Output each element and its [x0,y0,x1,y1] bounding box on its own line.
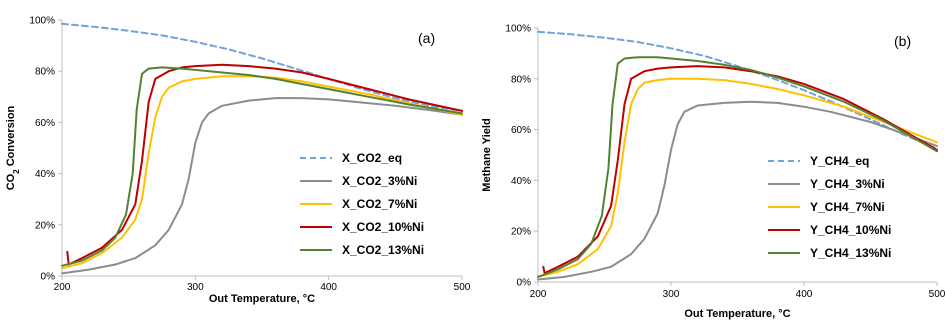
x-tick-label: 300 [187,282,204,293]
x-tick-label: 400 [796,289,813,300]
y-tick-label: 0% [517,278,532,289]
series-line-2 [537,77,938,278]
series-line-4 [537,56,938,278]
x-tick-label: 200 [54,282,71,293]
y-tick-label: 60% [35,118,55,129]
x-tick-label: 300 [663,289,680,300]
y-axis-title: Methane Yield [481,118,493,191]
legend-label-0: Y_CH4_eq [810,154,869,168]
panel-label: (a) [418,30,435,46]
series-line-2 [61,75,463,270]
series-line-3 [542,65,938,275]
series-line-0 [537,30,938,150]
y-axis-title-rest: Conversion [5,105,17,169]
legend-label-4: Y_CH4_13%Ni [810,246,891,260]
x-tick-label: 500 [454,282,471,293]
y-tick-label: 60% [511,125,531,136]
y-tick-label: 20% [511,227,531,238]
series-line-1 [537,100,938,281]
y-tick-label: 100% [505,24,531,35]
legend-label-3: Y_CH4_10%Ni [810,223,891,237]
legend-label-1: X_CO2_3%Ni [342,174,417,188]
y-tick-label: 40% [35,169,55,180]
chart-panel-b: 0% 20% 40% 60% 80% 100% 200 300 400 500 Out Temper… [481,24,945,321]
x-axis-title: Out Temperature, °C [209,293,315,305]
legend-label-1: Y_CH4_3%Ni [810,177,885,191]
y-tick-label: 100% [29,16,55,27]
panel-label: (b) [894,33,911,49]
x-axis-title: Out Temperature, °C [684,308,790,320]
legend-label-0: X_CO2_eq [342,151,402,165]
y-tick-label: 40% [511,176,531,187]
x-tick-label: 500 [929,289,945,300]
y-axis-title-main: Methane Yield [481,118,493,191]
y-axis-title-subscript: 2 [12,169,21,174]
x-tick-label: 200 [530,289,547,300]
y-tick-label: 80% [511,74,531,85]
y-axis-title-main: CO [5,173,17,190]
chart-panel-a: 0% 20% 40% 60% 80% 100% 200 300 400 500 Out Temper… [5,16,471,306]
legend-label-2: X_CO2_7%Ni [342,197,417,211]
y-tick-label: 80% [35,67,55,78]
series-line-1 [61,97,463,275]
y-tick-label: 0% [41,272,56,283]
y-axis-title: CO2 Conversion [5,105,21,190]
x-tick-label: 400 [320,282,337,293]
y-tick-label: 20% [35,220,55,231]
legend-label-2: Y_CH4_7%Ni [810,200,885,214]
series-line-0 [61,22,463,112]
legend-label-3: X_CO2_10%Ni [342,220,424,234]
series-line-3 [66,63,463,266]
legend-label-4: X_CO2_13%Ni [342,243,424,257]
series-line-4 [61,66,463,267]
